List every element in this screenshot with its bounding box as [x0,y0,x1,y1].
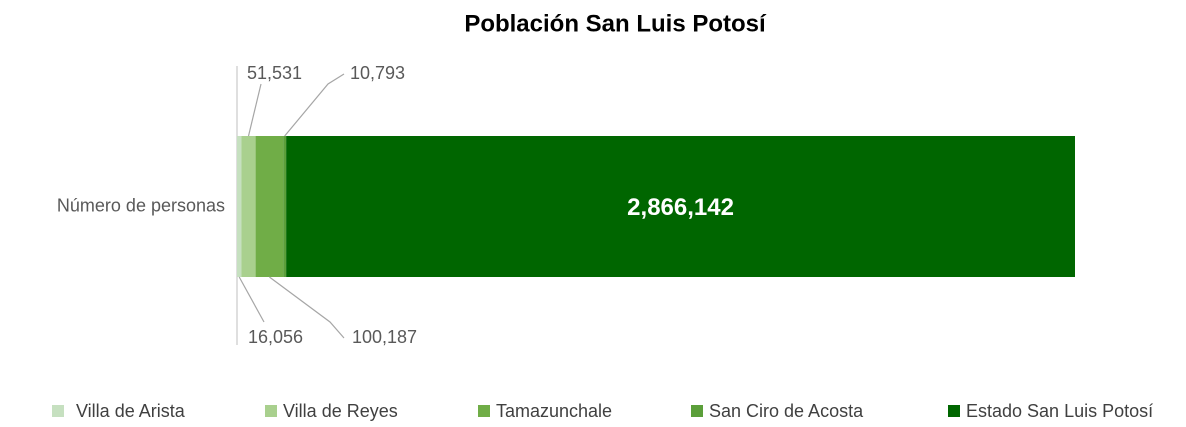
legend-label: San Ciro de Acosta [709,401,864,421]
data-label: 100,187 [352,327,417,347]
legend-label: Estado San Luis Potosí [966,401,1153,421]
leader-line [238,276,265,323]
legend-swatch [265,405,277,417]
legend-label: Villa de Reyes [283,401,398,421]
bar-segment [237,136,242,277]
bar-segment [286,136,1075,277]
leader-line [284,73,345,137]
chart-title: Población San Luis Potosí [464,10,767,37]
bar-segment [255,136,284,277]
legend-label: Tamazunchale [496,401,612,421]
category-label: Número de personas [57,195,225,215]
legend-label: Villa de Arista [76,401,186,421]
data-label: 2,866,142 [627,194,734,221]
data-label: 16,056 [248,327,303,347]
legend-swatch [52,405,64,417]
legend-swatch [478,405,490,417]
data-label: 51,531 [247,63,302,83]
bar-segment [283,136,287,277]
leader-line [247,83,262,137]
legend-swatch [691,405,703,417]
leader-line [269,276,345,339]
bar-segment [241,136,256,277]
legend-swatch [948,405,960,417]
data-label: 10,793 [350,63,405,83]
